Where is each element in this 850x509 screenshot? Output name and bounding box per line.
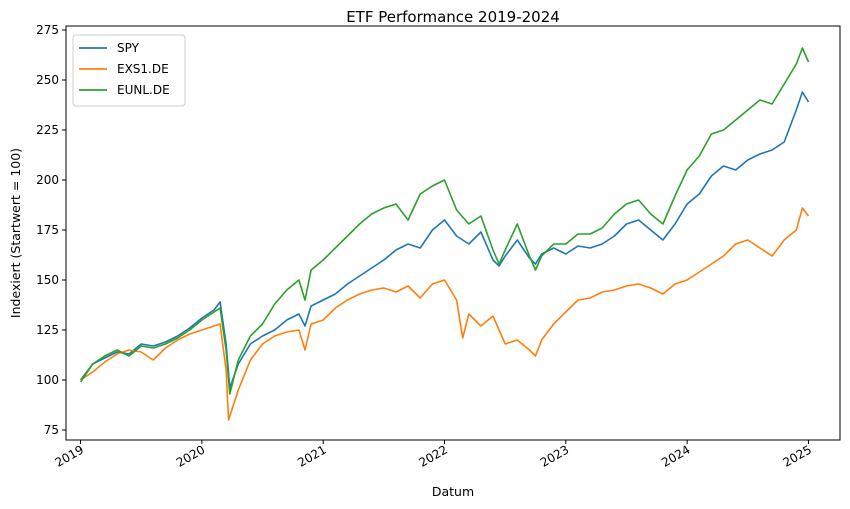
- plot-frame: [65, 25, 841, 441]
- y-tick-label: 100: [36, 373, 59, 387]
- x-tick-label: 2019: [53, 442, 86, 469]
- y-tick-label: 250: [36, 73, 59, 87]
- series-line-exs1-de: [80, 207, 810, 421]
- legend-label-eunl-de: EUNL.DE: [117, 83, 170, 97]
- chart-title: ETF Performance 2019-2024: [346, 8, 560, 26]
- y-tick-label: 125: [36, 323, 59, 337]
- x-tick-label: 2020: [174, 442, 207, 469]
- y-axis-label: Indexiert (Startwert = 100): [8, 148, 23, 318]
- y-tick-label: 150: [36, 273, 59, 287]
- x-tick-label: 2022: [417, 442, 450, 469]
- x-axis-ticks: 2019 2020 2021 2022 2023 2024 2025: [53, 440, 814, 470]
- legend-label-exs1-de: EXS1.DE: [117, 62, 169, 76]
- y-tick-label: 75: [44, 423, 59, 437]
- y-tick-label: 200: [36, 173, 59, 187]
- y-tick-label: 225: [36, 123, 59, 137]
- y-tick-label: 175: [36, 223, 59, 237]
- x-tick-label: 2025: [781, 442, 814, 469]
- x-tick-label: 2024: [659, 442, 692, 469]
- series-lines: [79, 47, 810, 421]
- x-axis-label: Datum: [432, 484, 474, 499]
- legend-label-spy: SPY: [117, 41, 140, 55]
- legend-box: [72, 34, 186, 107]
- x-tick-label: 2023: [538, 442, 571, 469]
- legend: SPY EXS1.DE EUNL.DE: [72, 34, 186, 107]
- y-tick-label: 275: [36, 23, 59, 37]
- y-axis-ticks: 75 100 125 150 175 200 225 250 275: [36, 23, 66, 437]
- series-line-spy: [79, 91, 810, 389]
- series-line-eunl-de: [79, 47, 810, 395]
- x-tick-label: 2021: [295, 442, 328, 469]
